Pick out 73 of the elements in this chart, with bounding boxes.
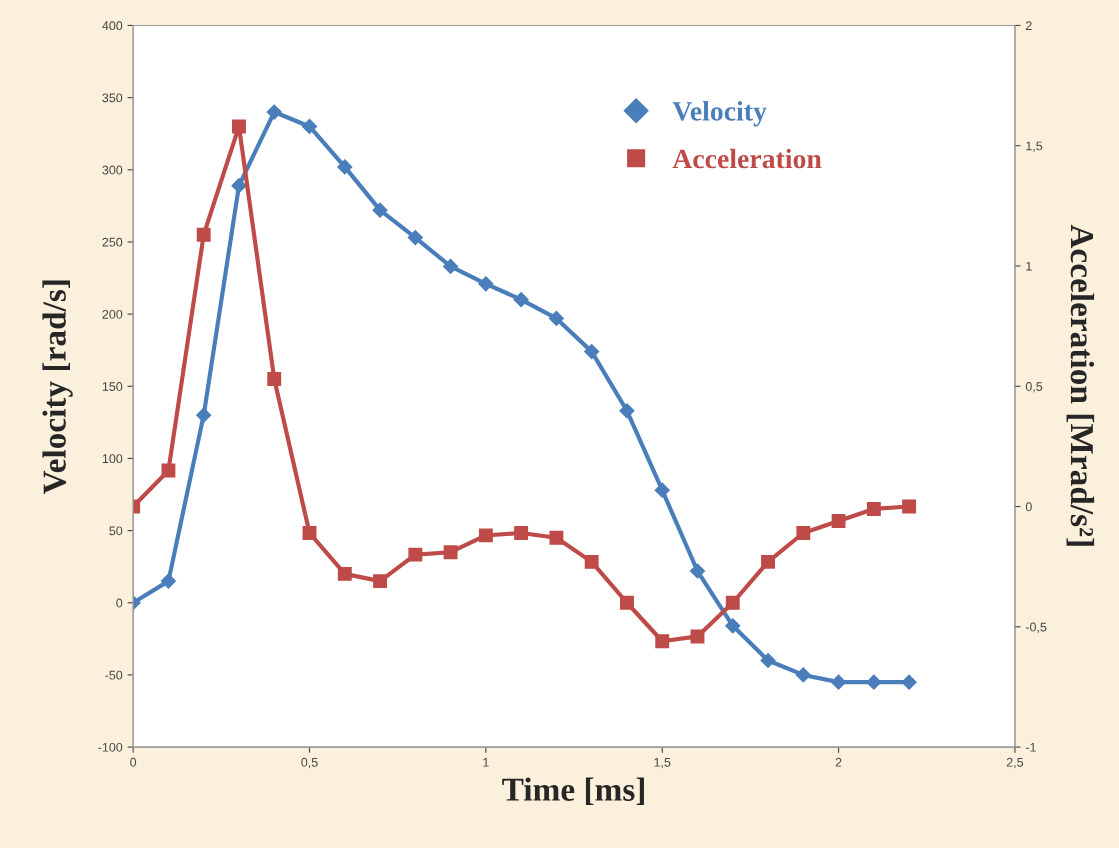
x-tick-label: 2	[835, 757, 842, 767]
point	[478, 528, 493, 543]
point	[408, 547, 423, 562]
y-tick-label: 350	[102, 93, 123, 103]
y2-tick-label: 0,5	[1025, 382, 1043, 393]
point	[373, 574, 388, 589]
point	[337, 159, 353, 175]
y2-tick-label: 2	[1025, 21, 1032, 30]
point	[302, 526, 317, 540]
y2-tick-label: 0	[1025, 502, 1032, 512]
point	[760, 652, 776, 669]
x-tick-label: 0	[130, 757, 137, 767]
y2-tick-label: 1,5	[1026, 141, 1043, 152]
y-tick-label: 200	[102, 309, 123, 319]
point	[266, 104, 282, 120]
legend-label: Velocity	[672, 101, 767, 127]
x-tick-label: 2,5	[1006, 757, 1024, 769]
y-tick-label: 300	[102, 165, 123, 175]
point	[866, 674, 882, 690]
y-axis-title: Velocity [rad/s]	[42, 280, 73, 495]
point	[443, 545, 458, 560]
y-tick-label: 0	[116, 598, 123, 608]
y-tick-label: -50	[105, 670, 123, 680]
point	[160, 573, 177, 589]
point	[478, 276, 494, 292]
y2-tick-label: -1	[1025, 743, 1036, 752]
point	[301, 118, 318, 135]
x-axis-title: Time [ms]	[502, 777, 644, 806]
x-tick-label: 1	[483, 757, 489, 767]
point	[196, 227, 211, 242]
point	[725, 618, 741, 634]
point	[831, 674, 847, 690]
y-tick-label: 250	[102, 237, 123, 247]
point	[866, 501, 881, 516]
point	[689, 563, 706, 579]
x-tick-label: 0,5	[301, 757, 318, 769]
point	[407, 230, 423, 246]
y2-tick-label: 1	[1026, 261, 1032, 271]
y-tick-label: -100	[98, 742, 123, 752]
point	[619, 403, 635, 419]
point	[902, 499, 917, 514]
point	[901, 674, 917, 690]
point	[372, 202, 388, 218]
point	[196, 407, 212, 423]
point	[231, 178, 247, 194]
y2-tick-label: -0,5	[1025, 622, 1047, 633]
point	[831, 514, 846, 528]
point	[232, 119, 246, 134]
point	[655, 634, 670, 649]
point	[161, 463, 176, 478]
point	[796, 526, 811, 540]
x-tick-label: 1,5	[654, 757, 671, 769]
y-tick-label: 100	[102, 454, 123, 464]
legend-label: Acceleration	[672, 148, 822, 169]
y-tick-label: 400	[102, 21, 123, 31]
point	[620, 595, 634, 610]
point	[514, 526, 529, 540]
point	[761, 554, 775, 569]
point	[337, 566, 352, 581]
point	[267, 372, 282, 386]
point	[725, 595, 740, 610]
y-tick-label: 150	[102, 382, 123, 391]
point	[690, 629, 705, 644]
point	[513, 292, 529, 308]
y2-axis-title: Acceleration [Mrad/s²]	[1066, 224, 1095, 546]
point	[584, 344, 600, 360]
point	[548, 310, 564, 326]
point	[584, 554, 599, 569]
point	[443, 258, 459, 275]
point	[549, 530, 564, 545]
point	[654, 482, 670, 498]
point	[795, 667, 811, 683]
y-tick-label: 50	[109, 526, 123, 536]
